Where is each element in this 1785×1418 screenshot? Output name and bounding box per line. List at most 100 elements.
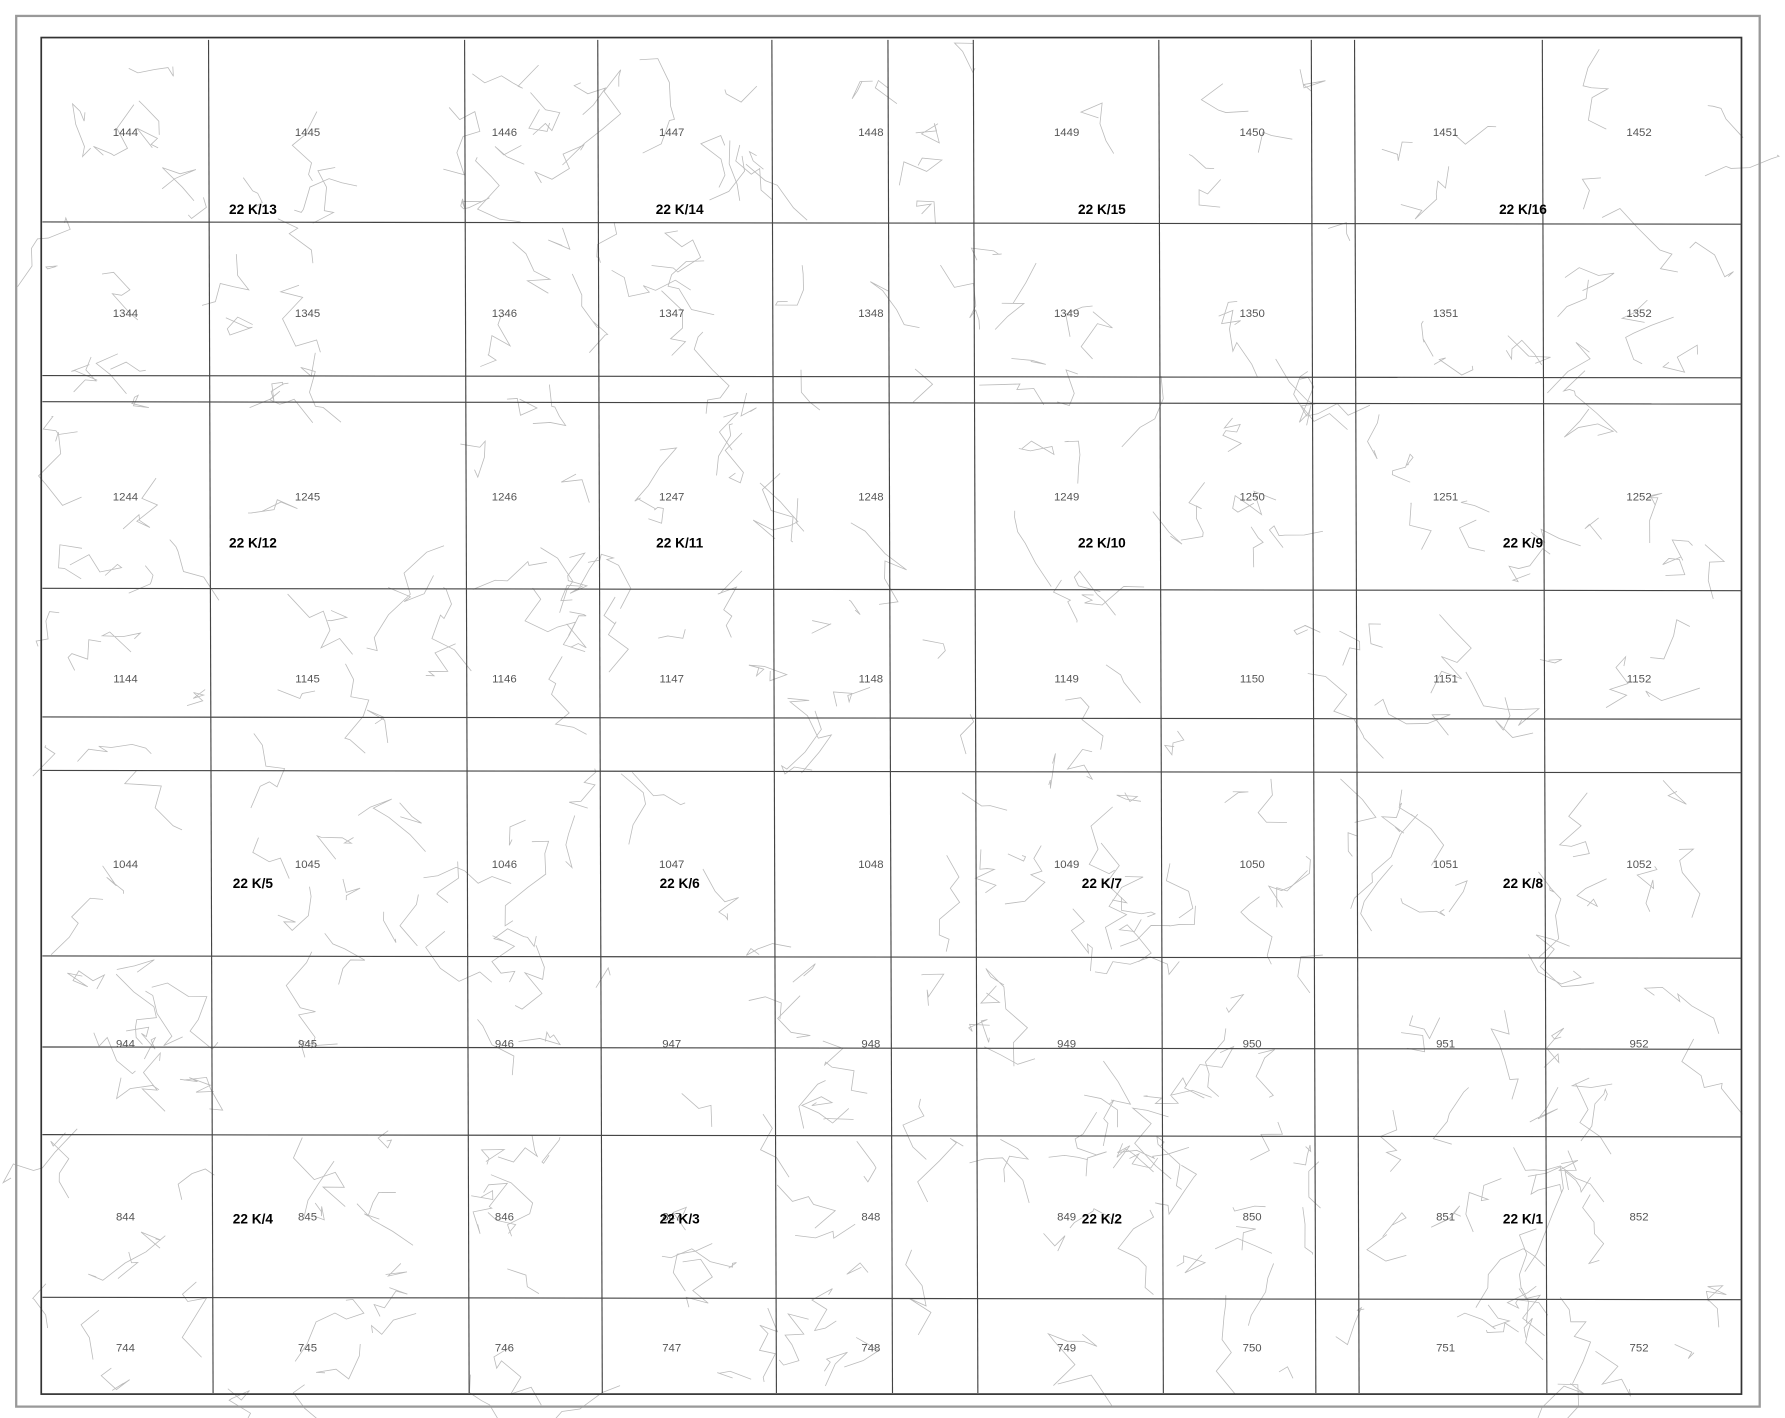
sheet-label: 22 K/3 [660, 1212, 701, 1227]
labels: 1444 1445 1446 1447 1448 1449 1450 1451 1452 1344… [113, 127, 1652, 1354]
stream [277, 689, 316, 700]
stream [980, 985, 1001, 1004]
stream [1558, 1150, 1579, 1171]
sheet-label: 22 K/10 [1078, 536, 1126, 551]
stream [1537, 1383, 1584, 1418]
stream [1350, 814, 1419, 909]
cell-number: 748 [861, 1343, 880, 1355]
stream [787, 697, 833, 774]
cell-number: 1048 [858, 859, 883, 871]
cell-number: 1046 [492, 859, 517, 871]
stream [1528, 953, 1582, 985]
stream [1689, 241, 1734, 278]
stream [277, 886, 312, 932]
stream [567, 552, 589, 594]
cell-number: 851 [1436, 1212, 1455, 1224]
stream [776, 1184, 837, 1229]
stream [1401, 1032, 1426, 1053]
stream [530, 92, 561, 136]
grid-line [42, 1296, 1742, 1301]
stream [186, 689, 206, 706]
stream [661, 1248, 737, 1269]
stream [1143, 1095, 1180, 1104]
stream [201, 254, 250, 306]
stream [1221, 300, 1241, 326]
stream [844, 1337, 880, 1368]
stream [672, 1206, 688, 1231]
stream [1433, 357, 1474, 376]
cell-number: 1449 [1054, 127, 1079, 139]
stream [636, 497, 664, 524]
stream [287, 593, 353, 655]
stream [250, 733, 286, 809]
stream [735, 144, 773, 201]
cell-number: 949 [1057, 1039, 1076, 1051]
stream [560, 556, 599, 602]
stream [1268, 525, 1323, 548]
stream [1118, 919, 1152, 962]
stream [480, 1149, 506, 1165]
cell-number: 1344 [113, 308, 138, 320]
stream [969, 1157, 1030, 1204]
stream [423, 866, 512, 884]
stream [88, 1235, 166, 1281]
stream [1018, 440, 1055, 456]
cell-number: 1447 [659, 127, 684, 139]
stream [138, 100, 160, 135]
stream [984, 1046, 1036, 1065]
stream [724, 85, 758, 103]
stream [912, 368, 934, 403]
stream [1184, 1045, 1235, 1099]
stream [1582, 49, 1610, 130]
stream [45, 265, 58, 270]
stream [1645, 687, 1700, 702]
stream [562, 69, 622, 166]
stream [141, 1051, 166, 1112]
stream [1458, 519, 1486, 552]
stream [1662, 780, 1687, 805]
stream [388, 575, 434, 602]
stream [1523, 1317, 1544, 1361]
stream [1506, 1285, 1548, 1316]
stream [1430, 614, 1472, 694]
grid-line [42, 1134, 1742, 1138]
stream [399, 894, 419, 947]
stream [1409, 502, 1432, 550]
stream [67, 970, 106, 990]
stream [77, 743, 152, 762]
stream [902, 1098, 927, 1160]
stream [1276, 870, 1308, 908]
stream [1057, 369, 1078, 406]
stream [1366, 1234, 1407, 1262]
grid-line [464, 39, 470, 1393]
stream [1584, 517, 1602, 540]
sheet-label: 22 K/7 [1082, 876, 1122, 891]
stream [1335, 1306, 1365, 1346]
stream [702, 868, 739, 921]
stream [1339, 630, 1361, 666]
stream [746, 943, 792, 956]
stream [490, 1174, 534, 1237]
stream [1564, 408, 1615, 438]
stream [1073, 570, 1116, 616]
stream [1117, 1209, 1155, 1295]
cell-number: 1251 [1433, 491, 1458, 503]
cell-number: 944 [116, 1039, 135, 1051]
stream [1605, 655, 1629, 708]
stream [1250, 1121, 1283, 1161]
cell-number: 1352 [1626, 308, 1651, 320]
stream [1559, 1297, 1592, 1384]
stream [1379, 1109, 1402, 1172]
cell-number: 1250 [1239, 491, 1264, 503]
stream [1224, 791, 1249, 803]
stream [528, 109, 550, 132]
stream [1453, 126, 1497, 145]
stream [595, 966, 611, 988]
cell-number: 749 [1057, 1343, 1076, 1355]
stream [1257, 778, 1287, 823]
stream [565, 815, 576, 869]
stream [183, 1076, 224, 1111]
grid-line [1310, 39, 1317, 1393]
stream [846, 1262, 869, 1275]
cell-number: 1252 [1626, 491, 1651, 503]
